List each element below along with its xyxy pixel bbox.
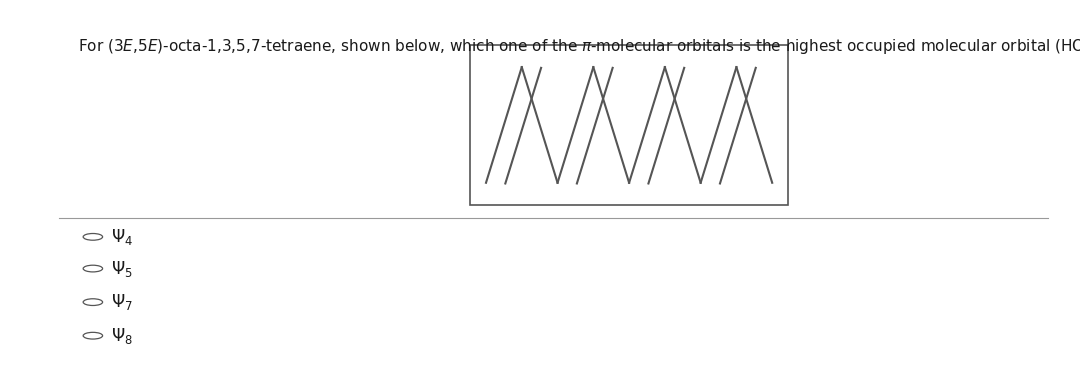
Bar: [470, 45, 788, 205]
Text: For (3$\it{E}$,5$\it{E}$)-octa-1,3,5,7-tetraene, shown below, which one of the $: For (3$\it{E}$,5$\it{E}$)-octa-1,3,5,7-t…: [78, 37, 1080, 56]
Text: $\Psi_{4}$: $\Psi_{4}$: [111, 227, 133, 247]
Text: $\Psi_{7}$: $\Psi_{7}$: [111, 292, 133, 312]
Text: $\Psi_{8}$: $\Psi_{8}$: [111, 326, 133, 346]
Text: $\Psi_{5}$: $\Psi_{5}$: [111, 258, 133, 279]
